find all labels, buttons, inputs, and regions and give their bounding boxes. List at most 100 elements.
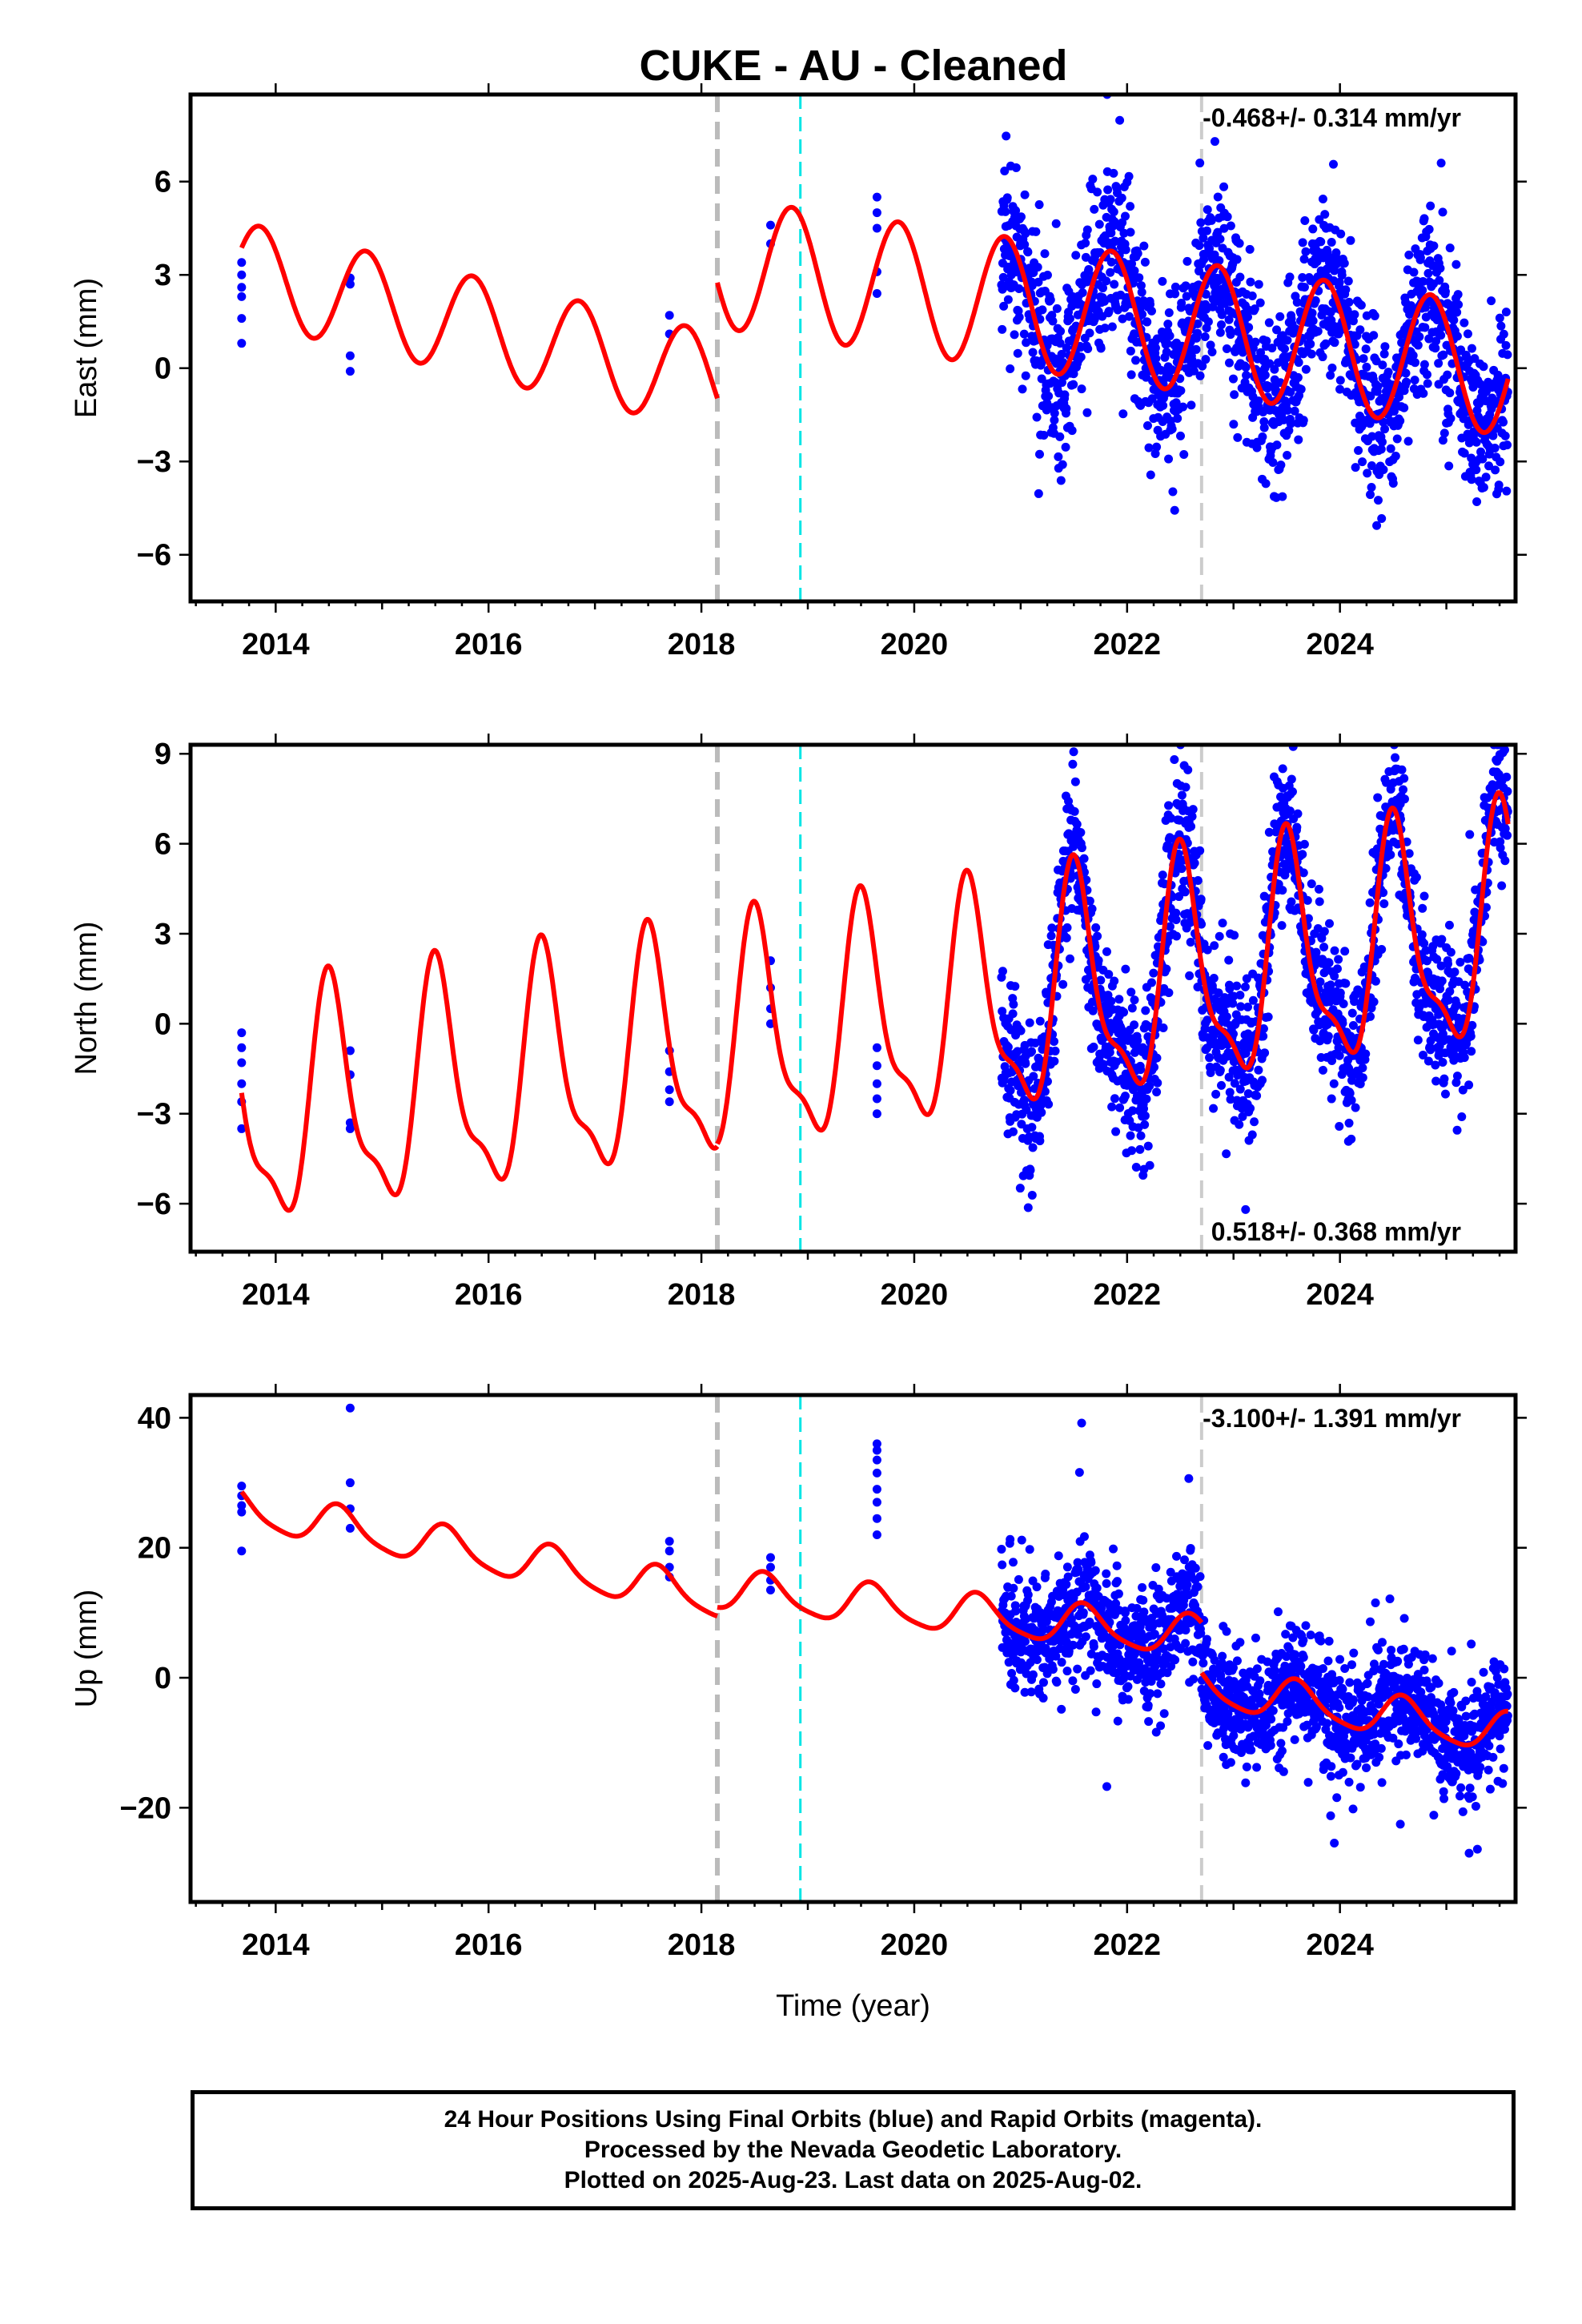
data-point xyxy=(1283,451,1292,460)
data-point xyxy=(1165,922,1174,931)
data-point xyxy=(1152,1053,1162,1063)
data-point xyxy=(1006,1534,1015,1544)
data-point xyxy=(1102,1578,1111,1588)
data-point xyxy=(1408,351,1418,360)
data-point xyxy=(1034,489,1043,498)
data-point xyxy=(1196,1629,1206,1638)
data-point xyxy=(998,324,1007,334)
data-point xyxy=(1166,1567,1175,1577)
data-point xyxy=(1229,420,1239,429)
data-point xyxy=(1491,465,1500,475)
data-point xyxy=(1301,247,1311,256)
data-point xyxy=(1027,1123,1037,1132)
velocity-label: 0.518+/- 0.368 mm/yr xyxy=(1211,1217,1461,1246)
data-point xyxy=(1225,1088,1235,1097)
data-point xyxy=(1150,1629,1159,1638)
data-point xyxy=(1256,348,1266,357)
data-point xyxy=(1318,1664,1327,1674)
data-point xyxy=(1458,1085,1468,1095)
data-point xyxy=(1068,759,1078,769)
data-point xyxy=(1335,376,1345,385)
data-point xyxy=(1292,297,1302,307)
data-point xyxy=(1118,314,1127,324)
data-point xyxy=(1303,1778,1313,1787)
data-point xyxy=(765,1553,775,1562)
data-point xyxy=(1151,1727,1161,1737)
x-tick-label: 2022 xyxy=(1094,628,1162,661)
data-point xyxy=(1397,765,1407,774)
data-point xyxy=(1380,342,1390,352)
data-point xyxy=(1182,256,1192,266)
data-point xyxy=(1260,370,1270,380)
data-point xyxy=(1179,450,1189,460)
data-point xyxy=(1222,1012,1231,1022)
data-point xyxy=(1282,1652,1291,1662)
data-point xyxy=(1218,919,1227,928)
data-point xyxy=(1228,999,1238,1008)
data-point xyxy=(1061,442,1070,452)
data-point xyxy=(1020,1637,1030,1647)
x-tick-label: 2018 xyxy=(668,628,736,661)
x-tick-label: 2024 xyxy=(1306,1278,1374,1312)
data-point xyxy=(1162,348,1171,357)
data-point xyxy=(1259,1024,1268,1034)
y-tick-label: 6 xyxy=(155,166,171,199)
data-point xyxy=(1501,340,1511,350)
data-point xyxy=(997,1544,1006,1554)
data-point xyxy=(1164,988,1174,998)
data-point xyxy=(1299,1635,1308,1645)
data-point xyxy=(1273,1607,1283,1617)
data-point xyxy=(1210,941,1219,951)
data-point xyxy=(1106,257,1116,267)
data-point xyxy=(1446,947,1456,957)
data-point xyxy=(1460,980,1470,990)
data-point xyxy=(1351,418,1360,428)
data-point xyxy=(1017,1535,1026,1545)
data-point xyxy=(1211,1089,1221,1099)
data-point xyxy=(1062,1667,1072,1676)
data-point xyxy=(1219,1752,1228,1762)
data-point xyxy=(1041,1569,1050,1578)
data-point xyxy=(1002,193,1012,203)
data-point xyxy=(1267,1715,1276,1724)
data-point xyxy=(872,208,881,218)
data-point xyxy=(1021,1059,1030,1068)
data-point xyxy=(237,1507,247,1517)
data-point xyxy=(1236,1748,1246,1758)
data-point xyxy=(1152,442,1162,452)
data-point xyxy=(1208,302,1218,312)
data-point xyxy=(1277,921,1287,931)
data-point xyxy=(1040,249,1050,259)
data-point xyxy=(1187,811,1197,821)
data-point xyxy=(1185,971,1195,980)
data-point xyxy=(1245,244,1255,254)
data-point xyxy=(345,279,355,289)
data-point xyxy=(1225,984,1235,994)
data-point xyxy=(1327,1762,1336,1771)
data-point xyxy=(1369,331,1379,340)
data-point xyxy=(1121,245,1130,255)
data-point xyxy=(1034,200,1044,210)
data-point xyxy=(1410,358,1419,368)
data-point xyxy=(1164,801,1174,810)
data-point xyxy=(1156,1679,1166,1689)
data-point xyxy=(1358,1063,1367,1072)
data-point xyxy=(1381,778,1391,787)
data-point xyxy=(1326,980,1335,990)
data-point xyxy=(1499,417,1508,427)
data-point xyxy=(1429,241,1439,251)
data-point xyxy=(1341,979,1351,988)
data-point xyxy=(1232,1656,1242,1666)
data-point xyxy=(1422,1676,1431,1686)
data-point xyxy=(1285,806,1295,816)
data-point xyxy=(1326,1771,1335,1781)
data-point xyxy=(1422,370,1431,380)
data-point xyxy=(1287,774,1296,784)
data-point xyxy=(1096,344,1106,353)
data-point xyxy=(1050,1056,1059,1066)
data-point xyxy=(1321,339,1331,348)
data-point xyxy=(1174,892,1184,902)
data-point xyxy=(1247,292,1257,301)
data-point xyxy=(1335,1051,1344,1060)
data-point xyxy=(1278,886,1287,895)
